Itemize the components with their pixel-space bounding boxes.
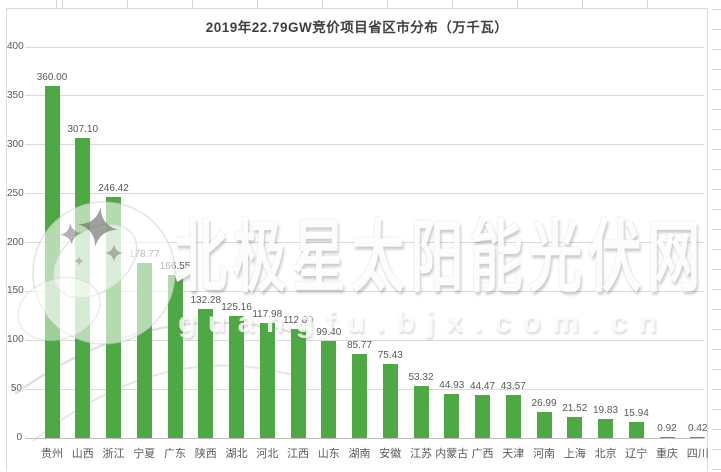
bar-上海 [567,416,583,438]
bar-value-label: 360.00 [36,72,68,84]
bar-value-label: 0.92 [657,423,677,434]
category-label: 上海 [563,448,586,460]
gridline [25,95,704,97]
category-label: 天津 [502,448,525,460]
y-tick-label: 100 [7,334,24,346]
category-label: 河南 [533,448,555,460]
gridline [25,46,704,48]
y-tick-label: 200 [7,236,24,248]
bar-江西 [290,328,306,438]
bar-value-label: 43.57 [500,381,526,393]
bar-广西 [475,394,490,438]
y-tick-label: 300 [7,138,24,150]
bar-安徽 [382,364,398,438]
y-tick-label: 400 [7,41,24,52]
y-tick-label: 0 [16,432,22,443]
gridline [25,193,704,195]
bar-重庆 [659,437,675,438]
bar-value-label: 125.16 [221,301,252,313]
bar-value-label: 307.10 [67,123,99,135]
x-axis-line [25,437,704,439]
bar-value-label: 178.77 [128,249,160,261]
bar-江苏 [413,385,429,438]
y-tick-label: 250 [7,187,24,199]
bar-value-label: 44.47 [469,380,496,392]
bar-北京 [598,418,613,438]
category-label: 重庆 [656,448,678,460]
category-label: 四川 [686,448,709,460]
gridline [25,339,704,341]
category-label: 辽宁 [625,448,648,460]
category-label: 山西 [71,448,94,460]
bar-value-label: 99.40 [316,326,342,338]
category-label: 广西 [471,448,494,460]
bar-贵州 [44,86,60,438]
bar-value-label: 15.94 [623,408,649,420]
category-label: 山东 [317,448,340,460]
bar-value-label: 0.42 [688,423,708,434]
bar-value-label: 246.42 [98,183,129,195]
category-label: 贵州 [41,448,63,460]
category-label: 宁夏 [133,448,156,460]
category-label: 浙江 [102,448,125,460]
bar-湖南 [352,354,367,438]
category-label: 湖北 [225,448,248,460]
bar-陕西 [198,308,214,438]
bar-value-label: 75.43 [377,350,403,362]
y-tick-label: 150 [7,285,24,297]
bar-山西 [75,137,91,438]
chart-title: 2019年22.79GW竞价项目省区市分布（万千瓦） [205,20,509,35]
bar-山东 [321,340,337,438]
category-label: 内蒙古 [435,448,469,460]
bar-value-label: 85.77 [346,340,373,352]
y-tick-label: 350 [7,89,24,101]
category-label: 湖南 [348,448,371,460]
bar-value-label: 117.98 [252,308,283,320]
category-label: 江苏 [410,448,432,460]
bar-内蒙古 [444,394,460,438]
chart-container: 2019年22.79GW竞价项目省区市分布（万千瓦） 360.00 307.10 2… [6,8,709,471]
category-label: 陕西 [194,448,217,460]
bar-河南 [536,411,552,438]
gridline [25,242,704,243]
category-label: 广东 [164,448,186,460]
bar-河北 [259,322,275,438]
excel-right-cell-gridlines [712,0,721,471]
bar-天津 [505,395,521,438]
category-label: 江西 [287,448,309,460]
bar-value-label: 44.93 [439,380,465,392]
y-tick-label: 50 [10,383,22,395]
bar-value-label: 53.32 [408,371,434,383]
bar-广东 [167,275,183,438]
bar-value-label: 26.99 [531,397,557,409]
bar-宁夏 [136,263,152,438]
category-label: 安徽 [379,448,402,460]
bar-value-label: 19.83 [592,404,619,416]
bar-value-label: 112.00 [283,314,313,326]
bar-value-label: 21.52 [562,402,588,414]
bar-value-label: 132.28 [190,294,222,306]
excel-top-cell-gridlines [0,0,721,8]
plot-area: 360.00 307.10 246.42 178.77 166.55 132.28 125.… [25,46,708,439]
bar-value-label: 166.55 [159,261,191,273]
gridline [25,144,704,146]
bar-四川 [690,437,706,438]
category-label: 北京 [594,448,617,460]
gridline [25,290,704,292]
bar-湖北 [229,315,244,438]
category-label: 河北 [256,448,279,460]
bar-辽宁 [628,422,644,438]
bar-浙江 [106,197,121,438]
